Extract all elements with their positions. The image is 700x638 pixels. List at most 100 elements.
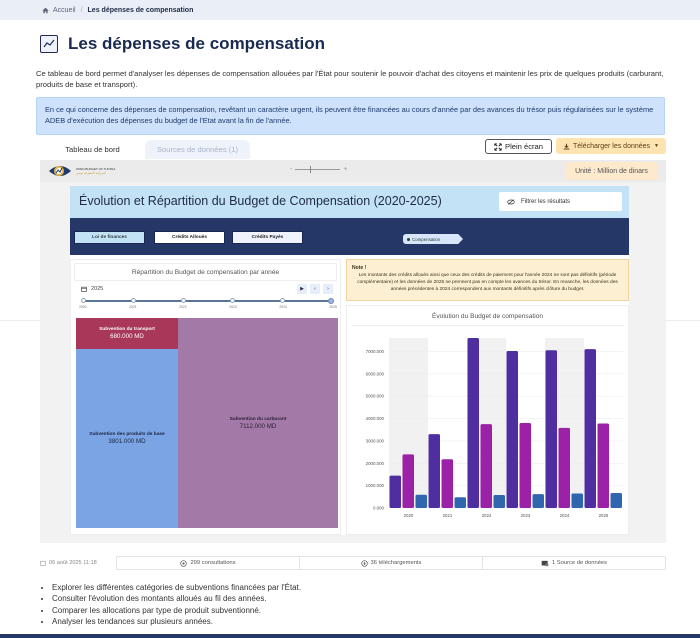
bar[interactable]	[441, 459, 454, 508]
list-item: Analyser les tendances sur plusieurs ann…	[52, 616, 301, 627]
timeline-labels: 2020 2021 2022 2023 2024 2025	[79, 305, 337, 309]
treemap-tile-carburant[interactable]: Subvention du carburant 7112.000 MD	[178, 318, 338, 528]
credits-payes-button[interactable]: Crédits Payés	[232, 231, 303, 244]
download-data-button[interactable]: Télécharger les données ▼	[556, 138, 666, 154]
eye-logo-icon	[49, 166, 71, 176]
year-timeline-slider[interactable]	[81, 297, 334, 304]
bar[interactable]	[571, 493, 584, 508]
tile-value: 7112.000 MD	[239, 422, 277, 430]
eye-slash-icon	[507, 198, 515, 205]
tab-data-sources[interactable]: Sources de données (1)	[145, 140, 250, 159]
zoom-out[interactable]: -	[290, 166, 293, 173]
timeline-dot-2023[interactable]	[230, 298, 235, 303]
x-tick-label: 2024	[560, 513, 570, 518]
timeline-dot-2021[interactable]	[131, 298, 136, 303]
tab-dashboard[interactable]: Tableau de bord	[40, 140, 145, 159]
bar[interactable]	[558, 427, 571, 508]
x-tick-label: 2022	[482, 513, 492, 518]
home-icon	[42, 7, 49, 13]
list-item: Explorer les différentes catégories de s…	[52, 582, 301, 593]
player-controls: ▶ ‹ ›	[297, 284, 333, 294]
fullscreen-button[interactable]: Plein écran	[485, 139, 552, 154]
note-text: Les montants des crédits alloués ainsi q…	[357, 273, 618, 292]
dashboard-title: Évolution et Répartition du Budget de Co…	[79, 194, 442, 208]
unit-badge: Unité : Million de dinars	[565, 162, 658, 180]
y-tick-label: 3000.000	[366, 438, 385, 443]
downloads-stat: 36 téléchargements	[300, 557, 483, 569]
filter-label: Filtrer les résultats	[521, 198, 571, 205]
play-button[interactable]: ▶	[297, 284, 307, 294]
next-button[interactable]: ›	[323, 284, 333, 294]
tile-label: Subvention du transport	[99, 327, 155, 332]
line-chart-icon	[40, 35, 58, 53]
bar[interactable]	[389, 475, 402, 508]
timeline-label: 2021	[129, 305, 137, 309]
list-item: Comparer les allocations par type de pro…	[52, 605, 301, 616]
y-tick-label: 5000.000	[366, 394, 385, 399]
zoom-thumb[interactable]	[310, 166, 312, 173]
compensation-pill[interactable]: Compensation	[403, 234, 463, 244]
logo-text-en: OPEN BUDGET OF TUNISIA	[76, 167, 116, 171]
download-label: Télécharger les données	[572, 142, 651, 150]
breadcrumb-home-link[interactable]: Accueil	[53, 6, 76, 14]
timeline-dot-2020[interactable]	[81, 298, 86, 303]
treemap-title: Répartition du Budget de compensation pa…	[74, 263, 337, 281]
breadcrumb-current: Les dépenses de compensation	[87, 6, 194, 14]
x-tick-label: 2021	[443, 513, 453, 518]
bar[interactable]	[415, 494, 428, 508]
stats-bar: 06 août 2025 11:18 299 consultations 36 …	[40, 556, 666, 570]
y-tick-label: 2000.000	[366, 461, 385, 466]
bar[interactable]	[454, 497, 467, 508]
x-tick-label: 2025	[599, 513, 609, 518]
timeline-dot-2024[interactable]	[280, 298, 285, 303]
credits-alloues-button[interactable]: Crédits Alloués	[154, 231, 225, 244]
bar[interactable]	[610, 493, 623, 508]
timeline-label: 2024	[279, 305, 287, 309]
breadcrumb-separator: /	[80, 6, 83, 14]
sources-stat[interactable]: 1 Source de données	[483, 557, 665, 569]
compensation-label: Compensation	[412, 236, 441, 242]
bar-chart-title: Évolution du Budget de compensation	[351, 308, 624, 326]
zoom-track[interactable]	[295, 166, 341, 173]
date-text: 06 août 2025 11:18	[49, 560, 97, 566]
treemap-tile-produits-de-base[interactable]: Subvention des produits de base 3801.000…	[76, 349, 178, 528]
dashboard-topbar: OPEN BUDGET OF TUNISIA الميزانية المفتوح…	[40, 160, 666, 182]
database-icon	[541, 560, 549, 566]
zoom-slider[interactable]: - +	[290, 166, 347, 173]
measure-selector-bar: Loi de finances Crédits Alloués Crédits …	[70, 218, 629, 255]
bar[interactable]	[597, 423, 610, 508]
bar[interactable]	[402, 454, 415, 508]
y-tick-label: 1000.000	[366, 483, 385, 488]
bar[interactable]	[532, 494, 545, 508]
bar-chart-svg: 0.000 1000.000 2000.000 3000.000 4000.000 500…	[366, 338, 623, 518]
loi-de-finances-button[interactable]: Loi de finances	[74, 231, 145, 244]
bar[interactable]	[519, 423, 532, 508]
bar[interactable]	[506, 350, 519, 508]
treemap-tile-transport[interactable]: Subvention du transport 680.000 MD	[76, 318, 178, 349]
y-tick-label: 0.000	[373, 506, 385, 511]
bar[interactable]	[584, 349, 597, 508]
timeline-dot-2025[interactable]	[328, 297, 334, 304]
bar[interactable]	[467, 338, 480, 508]
bar[interactable]	[428, 434, 441, 508]
downloads-text: 36 téléchargements	[370, 560, 422, 566]
tile-value: 3801.000 MD	[108, 438, 146, 445]
x-tick-label: 2023	[521, 513, 531, 518]
bar[interactable]	[480, 424, 493, 508]
page-title: Les dépenses de compensation	[68, 34, 325, 53]
bar[interactable]	[545, 350, 558, 508]
note-box: Note ! Les montants des crédits alloués …	[346, 259, 629, 301]
bar[interactable]	[493, 495, 506, 508]
zoom-in[interactable]: +	[343, 166, 348, 173]
timeline-label: 2020	[79, 305, 87, 309]
timeline-dot-2022[interactable]	[181, 298, 186, 303]
fullscreen-label: Plein écran	[505, 142, 543, 151]
tabs: Tableau de bord Sources de données (1)	[40, 140, 250, 159]
selected-year: 2025	[91, 286, 104, 292]
filter-results-button[interactable]: Filtrer les résultats	[499, 192, 622, 211]
dashboard-banner: Évolution et Répartition du Budget de Co…	[70, 186, 629, 218]
download-circle-icon	[360, 559, 368, 567]
x-tick-label: 2020	[404, 513, 414, 518]
tile-value: 680.000 MD	[110, 333, 144, 340]
prev-button[interactable]: ‹	[310, 284, 320, 294]
